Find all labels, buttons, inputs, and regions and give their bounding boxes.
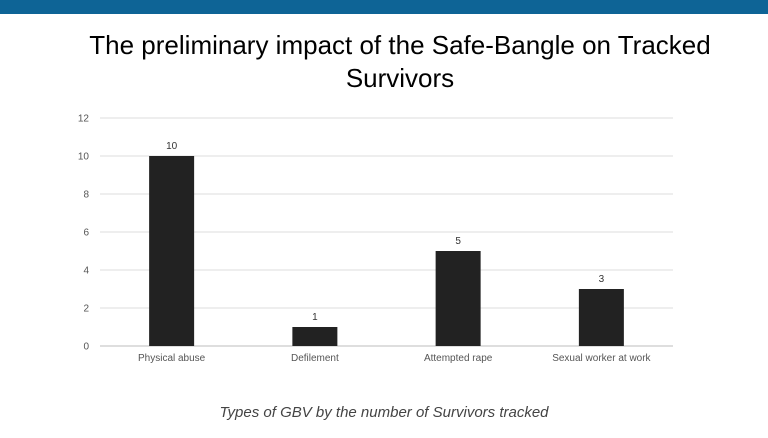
bar-data-label: 5 — [455, 236, 461, 247]
chart-title: The preliminary impact of the Safe-Bangl… — [89, 30, 711, 93]
chart-caption: Types of GBV by the number of Survivors … — [219, 404, 549, 421]
y-tick-label: 0 — [83, 342, 89, 353]
slide-top-accent-bar — [0, 0, 768, 14]
x-axis-tick-labels: Physical abuse Defilement Attempted rape Se… — [138, 353, 652, 364]
chart-gridlines — [100, 117, 673, 347]
bar — [292, 327, 338, 346]
bar-data-label: 10 — [166, 141, 178, 152]
y-tick-label: 6 — [83, 228, 89, 239]
bar — [578, 289, 624, 346]
x-tick-label: Sexual worker at work — [552, 353, 651, 364]
x-tick-label: Attempted rape — [424, 353, 493, 364]
bar-data-labels: 10 1 5 3 — [166, 141, 605, 323]
x-tick-label: Defilement — [291, 353, 339, 364]
bar-data-label: 3 — [599, 274, 605, 285]
bar — [149, 156, 195, 346]
chart-bars — [149, 156, 624, 346]
y-axis-tick-labels: 0 2 4 6 8 10 12 — [78, 114, 90, 353]
y-tick-label: 4 — [83, 266, 89, 277]
y-tick-label: 12 — [78, 114, 90, 125]
x-tick-label: Physical abuse — [138, 353, 206, 364]
bar — [435, 251, 481, 346]
y-tick-label: 10 — [78, 152, 90, 163]
bar-data-label: 1 — [312, 312, 318, 323]
y-tick-label: 8 — [83, 190, 89, 201]
y-tick-label: 2 — [83, 304, 89, 315]
